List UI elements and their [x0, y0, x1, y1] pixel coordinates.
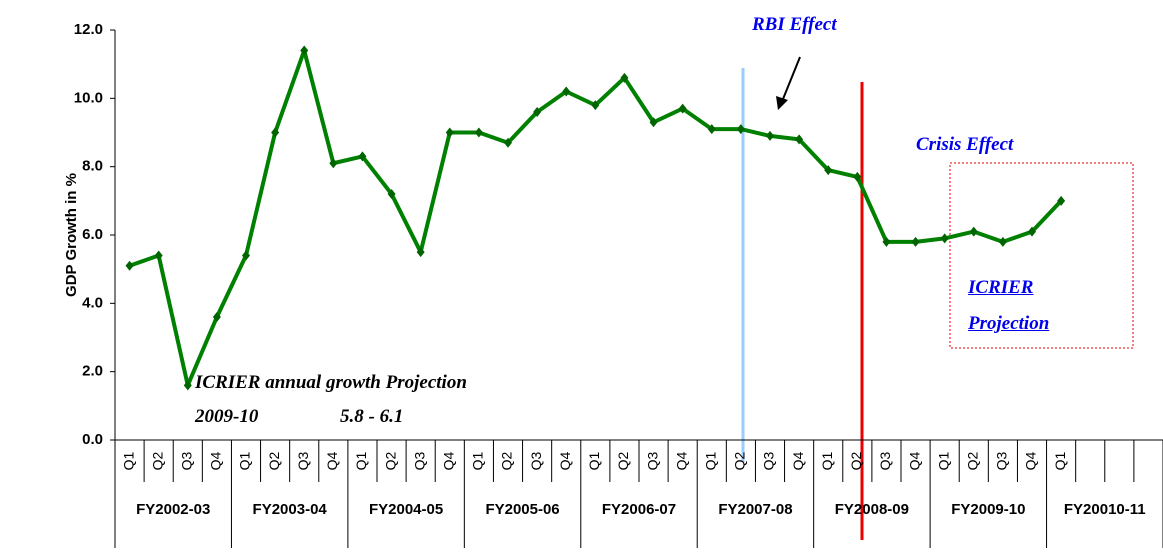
x-tick-label: Q1 [470, 451, 486, 470]
arrow [780, 56, 801, 105]
data-point [387, 189, 396, 199]
x-tick-label: Q2 [848, 451, 864, 470]
y-tick-label: 10.0 [74, 89, 103, 106]
x-tick-label: Q3 [411, 451, 427, 470]
x-tick-label: Q4 [906, 451, 922, 470]
x-tick-label: Q1 [353, 451, 369, 470]
annotation: Crisis Effect [916, 134, 1014, 155]
y-tick-label: 2.0 [82, 363, 103, 380]
x-tick-label: Q1 [702, 451, 718, 470]
data-point [1028, 226, 1036, 237]
x-group-label: FY2009-10 [951, 501, 1026, 518]
data-point [445, 127, 454, 138]
data-point [678, 103, 687, 114]
x-group-label: FY2005-06 [485, 501, 560, 518]
x-group-label: FY2006-07 [601, 501, 677, 518]
x-tick-label: Q2 [149, 451, 165, 470]
x-tick-label: Q3 [295, 451, 311, 470]
x-tick-label: Q2 [732, 451, 748, 470]
x-tick-label: Q4 [324, 451, 340, 470]
data-point [183, 380, 192, 391]
x-group-label: FY2007-08 [718, 501, 793, 518]
data-point [795, 134, 804, 145]
data-point [533, 107, 542, 117]
data-point [707, 124, 716, 135]
data-point [271, 127, 280, 138]
x-tick-label: Q4 [1023, 451, 1039, 470]
x-tick-label: Q1 [819, 451, 835, 470]
x-tick-label: Q3 [644, 451, 660, 470]
x-tick-label: Q2 [964, 451, 980, 470]
data-point [329, 158, 338, 169]
data-point [1057, 195, 1066, 206]
x-tick-label: Q2 [382, 451, 398, 470]
data-point [766, 130, 774, 141]
arrow-head [776, 96, 788, 110]
y-axis-label: GDP Growth in % [63, 173, 80, 297]
data-point [736, 124, 745, 135]
data-point [358, 151, 367, 162]
y-tick-label: 8.0 [82, 158, 103, 175]
data-point [969, 226, 978, 237]
data-point [940, 233, 949, 244]
annotation: ICRIER Projection [968, 277, 1050, 334]
data-point [882, 236, 891, 247]
x-tick-label: Q4 [557, 451, 573, 470]
x-tick-label: Q4 [208, 451, 224, 470]
x-tick-label: Q3 [877, 451, 893, 470]
annotation: 5.8 - 6.1 [340, 406, 404, 427]
data-point [911, 236, 920, 247]
data-point [998, 236, 1007, 247]
data-point [125, 260, 134, 271]
x-tick-label: Q3 [994, 451, 1010, 470]
data-point [853, 171, 862, 182]
x-tick-label: Q2 [615, 451, 631, 470]
data-point [416, 247, 425, 258]
y-tick-label: 12.0 [74, 21, 103, 38]
x-tick-label: Q2 [499, 451, 515, 470]
data-point [591, 100, 600, 111]
x-tick-label: Q3 [528, 451, 544, 470]
x-group-label: FY2003-04 [252, 501, 327, 518]
data-point [300, 45, 309, 56]
x-tick-label: Q1 [935, 451, 951, 470]
data-point [504, 137, 512, 148]
x-tick-label: Q1 [237, 451, 253, 470]
x-group-label: FY2004-05 [368, 501, 444, 518]
x-tick-label: Q2 [266, 451, 282, 470]
data-point [649, 117, 658, 128]
x-tick-label: Q1 [586, 451, 602, 470]
y-tick-label: 0.0 [82, 431, 103, 448]
y-tick-label: 6.0 [82, 226, 103, 243]
x-tick-label: Q4 [440, 451, 456, 470]
x-group-label: FY2008-09 [834, 501, 909, 518]
annotation: RBI Effect [752, 14, 837, 35]
x-tick-label: Q4 [673, 451, 689, 470]
data-point [474, 127, 483, 138]
x-tick-label: Q4 [790, 451, 806, 470]
annotation: 2009-10 [195, 406, 259, 427]
data-point [562, 86, 571, 97]
x-group-label: FY20010-11 [1063, 501, 1146, 518]
x-tick-label: Q1 [1052, 451, 1068, 470]
x-tick-label: Q1 [120, 451, 136, 470]
x-tick-label: Q3 [761, 451, 777, 470]
data-point [242, 250, 250, 261]
annotation: ICRIER annual growth Projection [195, 372, 467, 393]
x-group-label: FY2002-03 [136, 501, 211, 518]
y-tick-label: 4.0 [82, 294, 103, 311]
data-point [824, 165, 833, 176]
data-point [620, 72, 629, 83]
data-point [212, 312, 221, 322]
data-point [154, 250, 163, 261]
x-tick-label: Q3 [178, 451, 194, 470]
